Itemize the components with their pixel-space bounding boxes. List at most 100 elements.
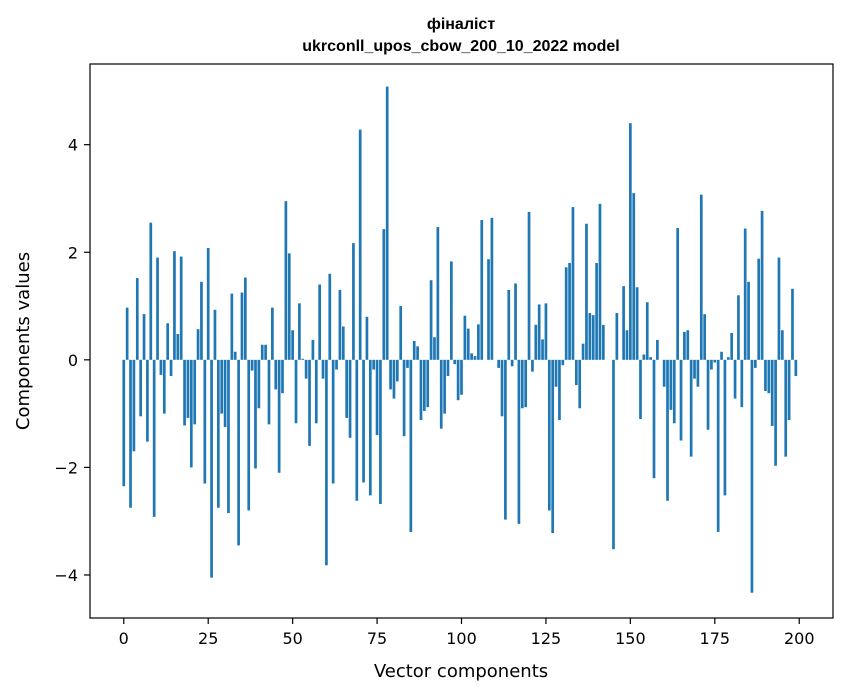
bar-136 bbox=[581, 343, 585, 360]
bar-96 bbox=[446, 359, 450, 376]
bar-23 bbox=[200, 281, 203, 360]
bar-87 bbox=[416, 346, 419, 360]
bar-59 bbox=[321, 359, 325, 379]
bar-36 bbox=[244, 277, 247, 360]
bar-115 bbox=[510, 359, 514, 367]
plot-frame bbox=[89, 63, 834, 619]
bar-51 bbox=[294, 359, 298, 424]
bar-97 bbox=[450, 261, 453, 360]
bar-149 bbox=[625, 330, 629, 360]
bar-43 bbox=[267, 359, 271, 425]
bar-183 bbox=[740, 359, 744, 408]
bar-18 bbox=[183, 359, 186, 426]
bar-73 bbox=[368, 359, 372, 496]
y-tick-label-4: 4 bbox=[68, 136, 78, 155]
bar-104 bbox=[473, 356, 477, 360]
bar-109 bbox=[490, 217, 494, 360]
bar-157 bbox=[652, 359, 656, 479]
bar-129 bbox=[558, 359, 561, 421]
bar-145 bbox=[612, 359, 615, 550]
bar-188 bbox=[757, 258, 761, 360]
bar-5 bbox=[139, 359, 143, 417]
bar-9 bbox=[152, 359, 156, 517]
bar-90 bbox=[426, 359, 430, 408]
bar-50 bbox=[291, 330, 294, 360]
y-axis-label: Components values bbox=[13, 252, 34, 430]
bar-47 bbox=[281, 359, 284, 394]
bar-148 bbox=[622, 286, 625, 360]
bar-55 bbox=[308, 359, 311, 446]
bar-175 bbox=[713, 359, 717, 363]
y-tick-label-2: 0 bbox=[68, 351, 78, 370]
bar-53 bbox=[301, 358, 305, 360]
bar-44 bbox=[271, 307, 274, 360]
bar-98 bbox=[453, 359, 457, 365]
bar-11 bbox=[159, 359, 163, 375]
bar-89 bbox=[423, 359, 426, 411]
bar-88 bbox=[419, 359, 423, 421]
bar-61 bbox=[328, 273, 332, 360]
bar-191 bbox=[767, 359, 771, 394]
x-tick-label-25: 25 bbox=[198, 629, 218, 648]
bar-139 bbox=[591, 315, 595, 360]
bar-101 bbox=[463, 315, 467, 360]
bar-22 bbox=[196, 329, 200, 360]
x-tick-label-200: 200 bbox=[784, 629, 815, 648]
bar-86 bbox=[412, 341, 416, 360]
bar-151 bbox=[632, 193, 636, 360]
bar-25 bbox=[206, 247, 210, 360]
bar-71 bbox=[362, 359, 365, 483]
y-axis-ticks: −4 −2 0 2 4 bbox=[54, 136, 90, 585]
bar-146 bbox=[615, 313, 619, 360]
bar-84 bbox=[406, 359, 409, 368]
bar-85 bbox=[409, 359, 413, 532]
bar-108 bbox=[487, 259, 490, 360]
bar-80 bbox=[392, 359, 396, 399]
bar-171 bbox=[699, 194, 703, 360]
bar-70 bbox=[358, 129, 362, 360]
bar-31 bbox=[227, 359, 230, 514]
bar-135 bbox=[578, 359, 582, 409]
bar-7 bbox=[146, 359, 149, 442]
bar-133 bbox=[571, 207, 575, 360]
bar-120 bbox=[527, 211, 531, 360]
bar-56 bbox=[311, 339, 315, 360]
bar-29 bbox=[220, 359, 224, 414]
bar-186 bbox=[750, 359, 754, 593]
bar-142 bbox=[601, 324, 605, 360]
bar-150 bbox=[629, 123, 632, 360]
bar-33 bbox=[233, 351, 237, 360]
bar-141 bbox=[598, 203, 602, 360]
bar-102 bbox=[466, 328, 470, 360]
bar-83 bbox=[402, 359, 406, 437]
bar-131 bbox=[564, 267, 568, 360]
bar-192 bbox=[770, 359, 774, 426]
bar-105 bbox=[477, 324, 480, 360]
bar-123 bbox=[537, 304, 541, 360]
bar-99 bbox=[456, 359, 460, 401]
bar-163 bbox=[672, 359, 676, 424]
bar-6 bbox=[142, 314, 146, 360]
bar-92 bbox=[433, 337, 436, 360]
bar-57 bbox=[314, 359, 318, 424]
bar-172 bbox=[703, 314, 707, 360]
bar-119 bbox=[524, 359, 528, 408]
bar-68 bbox=[352, 243, 355, 360]
bar-121 bbox=[531, 359, 534, 372]
bar-112 bbox=[500, 359, 504, 417]
bar-49 bbox=[287, 253, 291, 360]
bar-41 bbox=[260, 344, 264, 360]
bar-39 bbox=[254, 359, 257, 469]
bar-140 bbox=[595, 263, 598, 360]
bar-160 bbox=[662, 359, 666, 387]
bar-32 bbox=[230, 293, 234, 360]
bar-24 bbox=[203, 359, 207, 484]
bar-42 bbox=[264, 344, 267, 360]
bar-113 bbox=[504, 359, 507, 520]
bar-193 bbox=[774, 359, 777, 466]
bar-194 bbox=[777, 257, 781, 360]
bar-81 bbox=[395, 359, 399, 382]
bar-196 bbox=[784, 359, 788, 457]
bar-116 bbox=[514, 283, 517, 360]
